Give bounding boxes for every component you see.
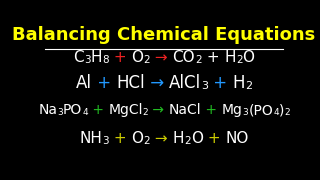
Text: 3: 3 — [57, 108, 63, 117]
Text: 3: 3 — [243, 108, 248, 117]
Text: →: → — [148, 103, 169, 117]
Text: MgCl: MgCl — [108, 103, 143, 117]
Text: +: + — [88, 103, 108, 117]
Text: 2: 2 — [284, 108, 290, 117]
Text: 3: 3 — [201, 81, 208, 91]
Text: →: → — [145, 74, 169, 92]
Text: +: + — [201, 103, 222, 117]
Text: H: H — [91, 50, 102, 65]
Text: PO: PO — [63, 103, 82, 117]
Text: +: + — [202, 50, 224, 65]
Text: Na: Na — [38, 103, 57, 117]
Text: O: O — [191, 131, 203, 146]
Text: 2: 2 — [143, 136, 150, 146]
Text: 8: 8 — [102, 55, 109, 65]
Text: 2: 2 — [236, 55, 243, 65]
Text: →: → — [150, 50, 172, 65]
Text: +: + — [109, 131, 132, 146]
Text: NO: NO — [225, 131, 249, 146]
Text: (PO: (PO — [248, 103, 273, 117]
Text: 2: 2 — [143, 108, 148, 117]
Text: H: H — [172, 131, 184, 146]
Text: Balancing Chemical Equations: Balancing Chemical Equations — [12, 26, 316, 44]
Text: O: O — [132, 50, 143, 65]
Text: 2: 2 — [184, 136, 191, 146]
Text: →: → — [150, 131, 172, 146]
Text: 4: 4 — [273, 108, 279, 117]
Text: O: O — [243, 50, 254, 65]
Text: +: + — [208, 74, 233, 92]
Text: 2: 2 — [143, 55, 150, 65]
Text: H: H — [224, 50, 236, 65]
Text: +: + — [109, 50, 132, 65]
Text: 3: 3 — [102, 136, 109, 146]
Text: 2: 2 — [195, 55, 202, 65]
Text: 2: 2 — [245, 81, 252, 91]
Text: O: O — [132, 131, 143, 146]
Text: C: C — [74, 50, 84, 65]
Text: +: + — [203, 131, 225, 146]
Text: NH: NH — [79, 131, 102, 146]
Text: ): ) — [279, 103, 284, 117]
Text: Mg: Mg — [222, 103, 243, 117]
Text: 4: 4 — [82, 108, 88, 117]
Text: AlCl: AlCl — [169, 74, 201, 92]
Text: Al: Al — [76, 74, 92, 92]
Text: +: + — [92, 74, 116, 92]
Text: CO: CO — [172, 50, 195, 65]
Text: HCl: HCl — [116, 74, 145, 92]
Text: H: H — [233, 74, 245, 92]
Text: NaCl: NaCl — [169, 103, 201, 117]
Text: 3: 3 — [84, 55, 91, 65]
